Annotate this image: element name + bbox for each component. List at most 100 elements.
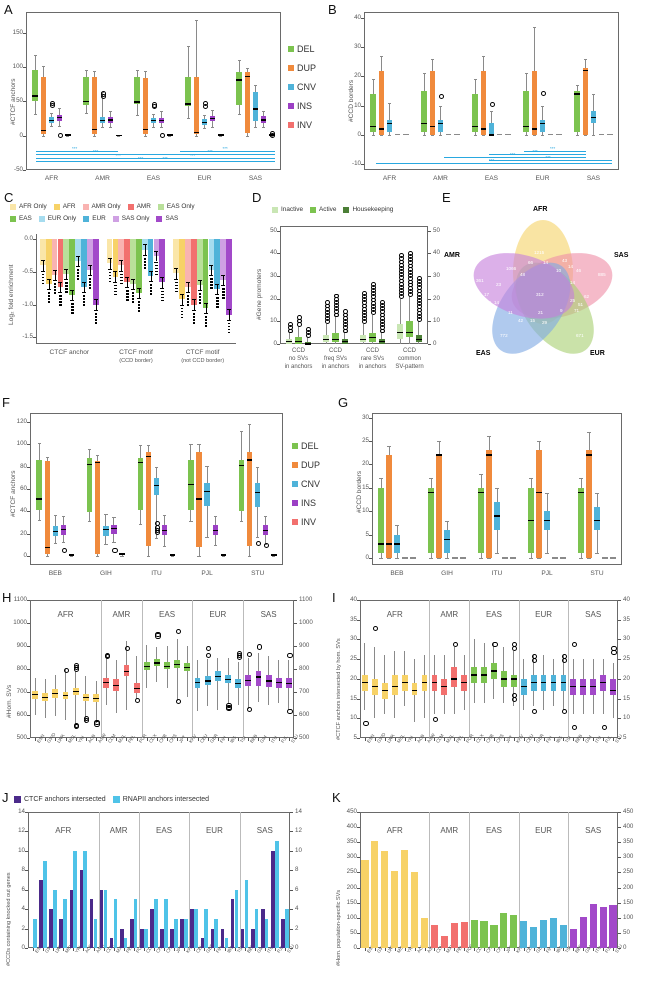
whisker-lower (424, 690, 425, 719)
group-label-EUR: EUR (209, 610, 227, 619)
axis-y-tick-label: 200 (346, 883, 357, 891)
legend-item-DUP: DUP (292, 460, 327, 470)
group-label-AFR: AFR (55, 826, 72, 835)
box (103, 525, 109, 536)
whisker-cap-upper (53, 514, 57, 516)
error-cap (113, 271, 118, 273)
axis-y-tick-right (294, 692, 297, 693)
whisker-lower (102, 123, 103, 127)
median-line (530, 682, 537, 684)
axis-x-tick-label: CCD (329, 348, 342, 354)
jitter-point (161, 299, 164, 302)
box (486, 450, 492, 558)
axis-x-tick (444, 948, 446, 951)
jitter-point (210, 287, 213, 289)
median-line (158, 119, 165, 122)
median-line (255, 676, 262, 678)
whisker-upper (54, 674, 56, 690)
median-line (481, 674, 487, 676)
whisker-cap-lower (61, 541, 65, 543)
whisker-upper (576, 85, 578, 91)
axis-x-tick (248, 738, 250, 741)
outlier-point (246, 706, 252, 712)
error-cap (203, 313, 208, 315)
axis-x-tick-label: AMR (433, 175, 448, 182)
whisker-lower (139, 510, 141, 524)
axis-x-tick (464, 738, 466, 741)
whisker-upper (195, 20, 197, 78)
axis-y-tick-right (618, 698, 621, 700)
axis-x-tick (543, 948, 545, 951)
whisker-cap-lower (160, 127, 164, 129)
legend-label-INV: INV (301, 517, 317, 527)
whisker-lower (374, 694, 376, 719)
error-bar (133, 278, 134, 289)
axis-y-tick (27, 715, 30, 716)
whisker-cap-lower (487, 557, 491, 559)
median-line (359, 338, 367, 341)
whisker-upper (542, 105, 543, 121)
axis-y-tick-label: 6 (21, 885, 25, 893)
axis-x-tick-label: AFR (44, 175, 59, 182)
whisker-upper (187, 46, 189, 77)
bar (549, 918, 558, 948)
median-line (107, 119, 114, 121)
jitter-point (108, 271, 111, 274)
whisker-upper (153, 113, 154, 118)
median-line (471, 674, 477, 676)
axis-y-tick-right (290, 870, 293, 872)
whisker-cap-upper (245, 68, 249, 70)
panel-d-letter: D (252, 190, 262, 205)
whisker-cap-lower (253, 127, 258, 129)
group-separator (469, 812, 471, 948)
axis-x-tick-label: in anchors (358, 364, 387, 370)
outlier-point (112, 547, 118, 553)
axis-y-tick-label: 0 (365, 553, 369, 561)
whisker-cap-upper (587, 431, 591, 433)
axis-x-tick (364, 948, 366, 951)
jitter-point (228, 322, 231, 325)
jitter-point (77, 278, 80, 280)
venn-set-label-SAS: SAS (614, 252, 629, 259)
bar-RNAPII anchors intersected (73, 850, 77, 948)
bar (361, 860, 369, 948)
axis-x-tick-label: CTCF motif (119, 349, 153, 356)
box (164, 661, 170, 670)
bar (147, 239, 154, 276)
whisker-lower (418, 341, 420, 344)
whisker-lower (362, 341, 364, 344)
whisker-lower (268, 686, 270, 705)
axis-y-tick (25, 948, 28, 949)
whisker-lower (399, 339, 401, 344)
whisker-upper (263, 110, 265, 117)
median-line (494, 515, 500, 517)
axis-y-tick-right (618, 872, 621, 874)
median-line (428, 491, 434, 494)
error-cap (64, 268, 69, 270)
whisker-upper (139, 445, 141, 458)
axis-x-tick (33, 948, 35, 951)
axis-x-tick-label: PJL (541, 570, 553, 577)
whisker-lower (195, 134, 197, 136)
bar-CTCF anchors intersected (119, 928, 124, 948)
legend-label-AMR: AMR (136, 203, 151, 210)
whisker-upper (288, 659, 290, 679)
median-line (451, 678, 458, 680)
jitter-point (175, 284, 178, 287)
axis-x-tick-label: rare SVs (360, 356, 385, 362)
panel-f-letter: F (2, 395, 10, 410)
whisker-cap-upper (481, 55, 485, 57)
whisker-upper (217, 657, 219, 672)
error-cap (191, 309, 196, 311)
jitter-point (94, 312, 98, 315)
significance-bracket (524, 150, 586, 152)
significance-bracket (36, 150, 118, 152)
box (510, 674, 517, 687)
axis-y-tick-label: 100 (12, 62, 23, 70)
whisker-lower (396, 553, 398, 558)
group-label-AFR: AFR (57, 610, 74, 619)
bar-CTCF anchors intersected (250, 928, 255, 948)
axis-y-tick-label-right: 800 (299, 665, 310, 672)
error-cap (148, 270, 153, 272)
axis-x-tick (583, 738, 585, 741)
